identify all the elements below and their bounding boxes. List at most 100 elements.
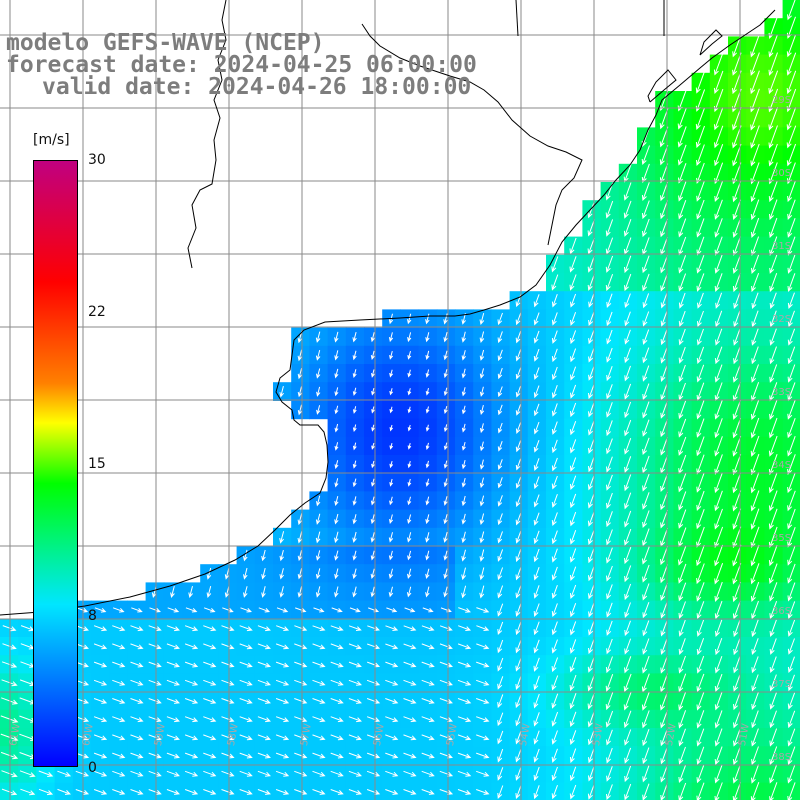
wind-arrow <box>642 419 650 437</box>
wind-arrow <box>497 367 503 380</box>
wind-arrow <box>750 143 760 167</box>
wind-arrow <box>515 385 522 398</box>
wind-arrow <box>660 473 668 492</box>
wind-arrow <box>678 491 687 511</box>
wind-arrow <box>569 657 577 673</box>
wind-arrow <box>551 748 558 763</box>
wind-arrow <box>751 254 760 274</box>
wind-arrow <box>148 679 162 686</box>
wind-arrow <box>439 625 453 631</box>
wind-arrow <box>588 566 595 582</box>
wind-arrow <box>641 691 650 711</box>
wind-arrow <box>569 457 577 472</box>
wind-arrow <box>224 586 230 598</box>
wind-arrow <box>166 679 180 686</box>
wind-arrow <box>352 568 357 580</box>
wind-arrow <box>678 292 686 309</box>
wind-arrow <box>570 366 577 381</box>
wind-arrow <box>457 698 472 704</box>
wind-arrow <box>388 586 394 598</box>
wind-arrow <box>443 313 448 325</box>
wind-arrow <box>348 752 362 759</box>
wind-arrow <box>641 163 650 183</box>
wind-arrow <box>533 476 540 490</box>
wind-arrow <box>606 747 613 764</box>
wind-arrow <box>257 734 271 741</box>
wind-arrow <box>570 348 577 363</box>
wind-arrow <box>751 746 759 766</box>
lat-label: 35S <box>772 533 792 544</box>
wind-arrow <box>642 546 650 565</box>
wind-arrow <box>551 475 558 490</box>
wind-arrow <box>279 586 284 598</box>
wind-arrow <box>93 661 108 668</box>
wind-arrow <box>275 716 290 723</box>
wind-arrow <box>457 679 472 686</box>
wind-arrow <box>714 364 723 383</box>
wind-arrow <box>239 625 253 632</box>
wind-arrow <box>130 679 144 686</box>
wind-arrow <box>388 550 394 561</box>
wind-arrow <box>533 348 540 362</box>
wind-arrow <box>606 420 613 437</box>
wind-arrow <box>551 274 559 291</box>
wind-arrow <box>696 218 705 238</box>
wind-arrow <box>713 52 724 76</box>
wind-arrow <box>533 385 540 399</box>
wind-arrow <box>316 405 321 415</box>
wind-arrow <box>606 456 613 473</box>
wind-arrow <box>569 548 577 563</box>
wind-arrow <box>294 625 308 631</box>
wind-arrow <box>479 386 485 397</box>
wind-arrow <box>476 661 490 668</box>
wind-arrow <box>403 625 417 631</box>
wind-arrow <box>330 752 344 759</box>
wind-arrow <box>330 625 344 631</box>
wind-arrow <box>533 585 540 599</box>
wind-arrow <box>588 602 595 618</box>
wind-arrow <box>751 364 759 383</box>
wind-arrow <box>733 692 741 711</box>
wind-arrow <box>461 585 467 599</box>
wind-arrow <box>461 350 466 361</box>
wind-arrow <box>443 442 448 451</box>
lat-label: 33S <box>772 387 792 398</box>
wind-arrow <box>769 710 777 729</box>
wind-arrow <box>497 694 504 709</box>
wind-arrow <box>714 236 723 256</box>
wind-arrow <box>696 346 705 364</box>
wind-arrow <box>623 691 632 711</box>
wind-arrow <box>677 144 687 166</box>
wind-arrow <box>551 512 558 527</box>
wind-arrow <box>443 460 448 469</box>
wind-arrow <box>714 418 723 439</box>
wind-arrow <box>696 619 705 637</box>
wind-arrow <box>425 550 430 561</box>
wind-arrow <box>315 349 321 361</box>
wind-arrow <box>696 273 705 292</box>
wind-arrow <box>515 367 522 380</box>
wind-arrow <box>206 567 212 580</box>
wind-arrow <box>642 492 650 510</box>
wind-arrow <box>750 34 760 58</box>
wind-arrow <box>203 643 217 650</box>
wind-arrow <box>606 366 613 382</box>
wind-arrow <box>624 438 632 455</box>
lat-label: 32S <box>772 314 792 325</box>
wind-arrow <box>312 625 326 631</box>
wind-arrow <box>696 526 705 548</box>
wind-arrow <box>533 675 540 691</box>
wind-arrow <box>551 330 558 344</box>
wind-arrow <box>714 144 724 167</box>
wind-arrow <box>715 292 723 309</box>
wind-arrow <box>515 330 522 344</box>
wind-arrow <box>352 406 357 414</box>
wind-arrow <box>279 385 284 398</box>
wind-arrow <box>660 509 668 529</box>
wind-arrow <box>750 106 760 131</box>
wind-arrow <box>551 348 558 363</box>
wind-arrow <box>370 496 375 506</box>
wind-arrow <box>93 625 108 632</box>
wind-arrow <box>348 789 362 795</box>
wind-arrow <box>732 764 741 784</box>
